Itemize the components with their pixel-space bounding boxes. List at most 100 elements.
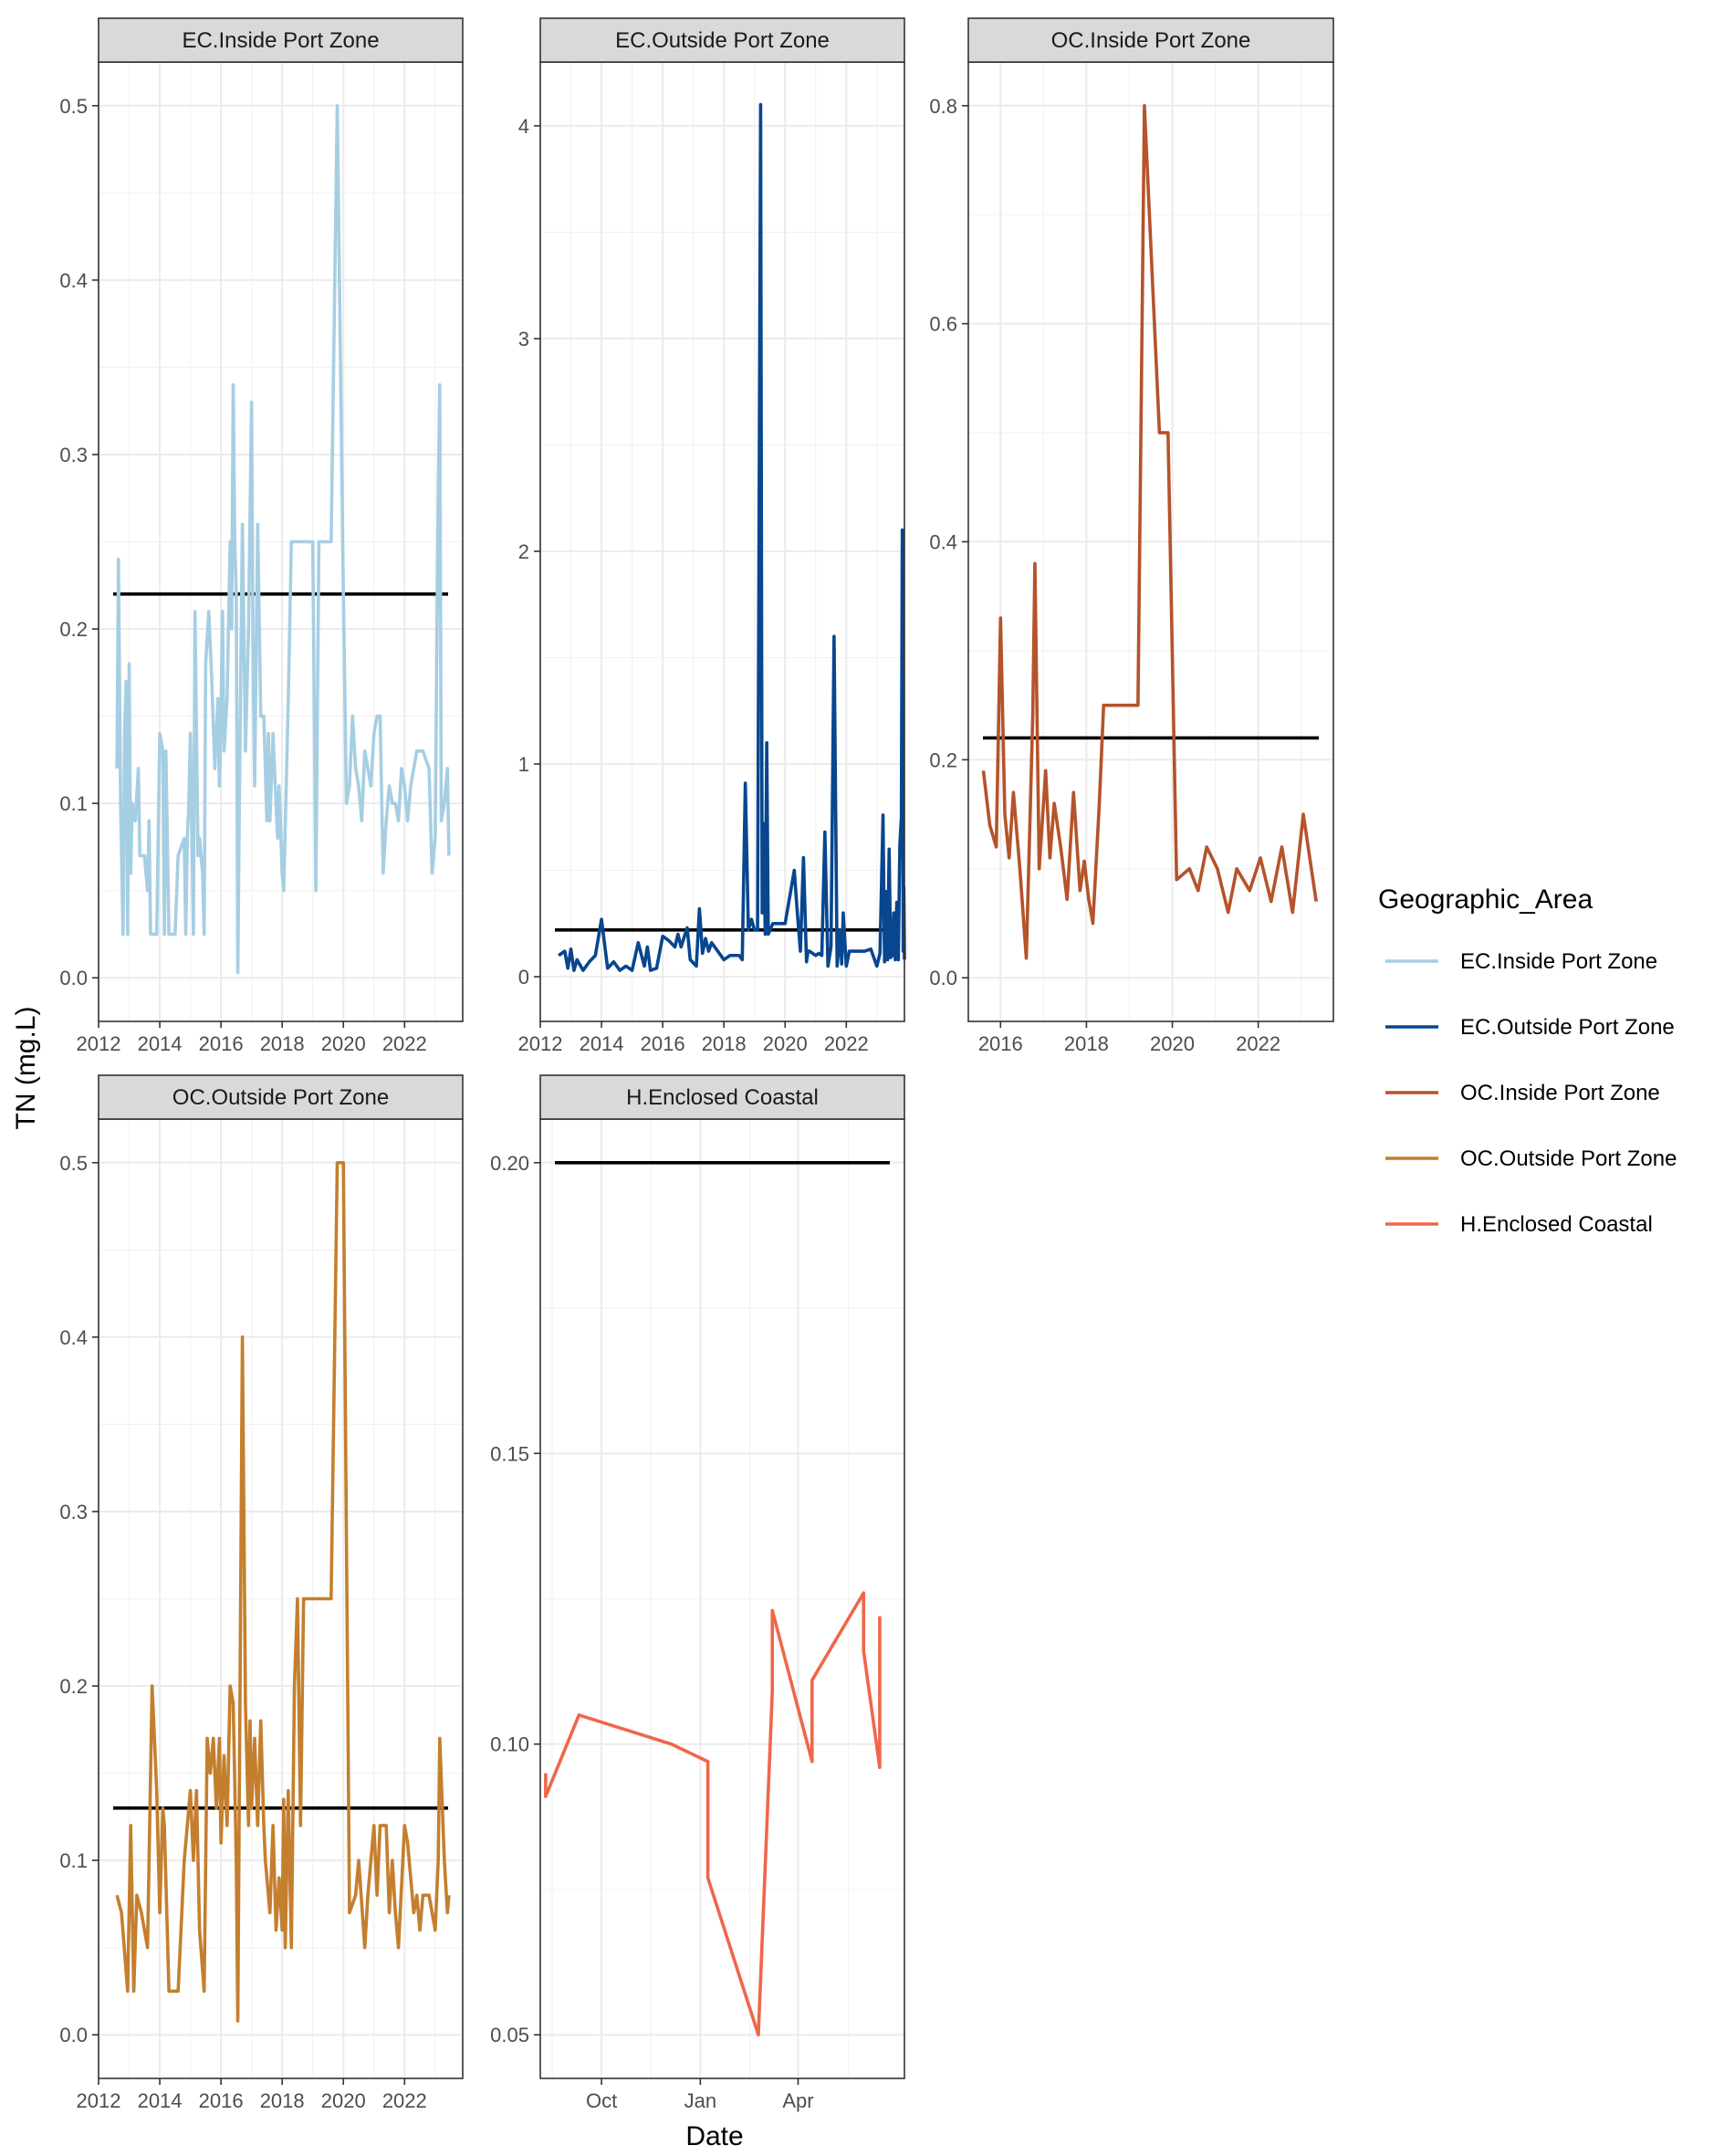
- y-axis: 0.0 0.2 0.4 0.6 0.8: [929, 95, 968, 989]
- series-line-oc-outside-port-zone: [115, 1160, 451, 2023]
- y-tick-label: 0: [518, 966, 529, 989]
- x-tick-label: 2012: [77, 2089, 121, 2112]
- series-line-ec-outside-port-zone: [558, 102, 906, 972]
- legend-item-h-enclosed-coastal: H.Enclosed Coastal: [1385, 1212, 1653, 1237]
- x-tick-label: 2020: [321, 2089, 366, 2112]
- y-tick-label: 1: [518, 753, 529, 776]
- y-axis: 0.0 0.1 0.2 0.3 0.4 0.5: [59, 1152, 99, 2046]
- x-tick-label: 2022: [824, 1032, 869, 1055]
- x-tick-label: 2018: [1064, 1032, 1109, 1055]
- facet-strip: H.Enclosed Coastal: [539, 1074, 905, 1120]
- x-axis: 2012 2014 2016 2018 2020 2022: [77, 1021, 427, 1055]
- x-tick-label: 2012: [77, 1032, 121, 1055]
- y-tick-label: 0.05: [490, 2024, 529, 2046]
- x-tick-label: 2016: [641, 1032, 685, 1055]
- panel-ec-inside-port-zone: EC.Inside Port Zone 0.0 0.1 0.2 0.3 0.4 0.5 201…: [59, 17, 464, 1055]
- legend-item-ec-inside-port-zone: EC.Inside Port Zone: [1385, 949, 1657, 974]
- y-tick-label: 0.2: [59, 1675, 88, 1698]
- series-line-h-enclosed-coastal: [544, 1591, 882, 2037]
- panel-oc-outside-port-zone: OC.Outside Port Zone 0.0 0.1 0.2 0.3 0.4 0.5 20…: [59, 1074, 464, 2112]
- facet-strip: OC.Outside Port Zone: [98, 1074, 464, 1120]
- x-tick-label: 2018: [260, 2089, 305, 2112]
- y-tick-label: 0.6: [929, 313, 957, 336]
- x-axis: 2016 2018 2020 2022: [978, 1021, 1280, 1055]
- x-tick-label: 2022: [1236, 1032, 1280, 1055]
- plot-background: [540, 62, 904, 1021]
- x-tick-label: 2020: [1150, 1032, 1195, 1055]
- x-tick-label: 2016: [978, 1032, 1023, 1055]
- x-tick-label: 2020: [763, 1032, 808, 1055]
- y-tick-label: 0.1: [59, 1849, 88, 1872]
- y-tick-label: 0.4: [59, 269, 88, 292]
- legend-label: EC.Inside Port Zone: [1460, 949, 1657, 974]
- x-tick-label: 2014: [138, 1032, 183, 1055]
- x-tick-label: Oct: [586, 2089, 617, 2112]
- legend: Geographic_Area EC.Inside Port Zone EC.Ou…: [1378, 884, 1677, 1237]
- x-axis: Oct Jan Apr: [586, 2078, 814, 2112]
- y-tick-label: 0.3: [59, 444, 88, 466]
- facet-panels: EC.Inside Port Zone0.00.10.20.30.40.5201…: [59, 17, 1334, 2112]
- y-tick-label: 0.10: [490, 1733, 529, 1756]
- x-tick-label: 2020: [321, 1032, 366, 1055]
- x-axis: 2012 2014 2016 2018 2020 2022: [77, 2078, 427, 2112]
- legend-item-ec-outside-port-zone: EC.Outside Port Zone: [1385, 1015, 1675, 1040]
- x-tick-label: 2014: [138, 2089, 183, 2112]
- y-axis: 0 1 2 3 4: [518, 115, 540, 989]
- legend-item-oc-inside-port-zone: OC.Inside Port Zone: [1385, 1081, 1660, 1105]
- y-tick-label: 0.0: [59, 967, 88, 989]
- y-tick-label: 0.20: [490, 1152, 529, 1175]
- facet-strip-label: OC.Outside Port Zone: [172, 1085, 389, 1110]
- y-tick-label: 0.4: [59, 1326, 88, 1349]
- facet-strip: OC.Inside Port Zone: [967, 17, 1334, 63]
- grid: [968, 62, 1333, 1021]
- y-tick-label: 4: [518, 115, 529, 138]
- facet-strip-label: EC.Inside Port Zone: [182, 28, 379, 53]
- y-axis: 0.05 0.10 0.15 0.20: [490, 1152, 540, 2046]
- legend-label: OC.Inside Port Zone: [1460, 1081, 1660, 1105]
- y-tick-label: 0.2: [59, 618, 88, 641]
- legend-title: Geographic_Area: [1378, 884, 1593, 915]
- x-tick-label: 2018: [260, 1032, 305, 1055]
- legend-label: EC.Outside Port Zone: [1460, 1015, 1675, 1040]
- series-line-ec-inside-port-zone: [115, 103, 451, 975]
- y-tick-label: 0.4: [929, 531, 957, 554]
- facet-strip-label: OC.Inside Port Zone: [1051, 28, 1251, 53]
- x-tick-label: 2016: [199, 2089, 244, 2112]
- x-tick-label: 2022: [382, 1032, 427, 1055]
- y-tick-label: 0.0: [59, 2024, 88, 2046]
- grid: [539, 62, 904, 1021]
- facet-strip-background: [98, 17, 464, 63]
- x-tick-label: 2016: [199, 1032, 244, 1055]
- y-axis: 0.0 0.1 0.2 0.3 0.4 0.5: [59, 95, 99, 989]
- y-tick-label: 0.5: [59, 95, 88, 118]
- legend-item-oc-outside-port-zone: OC.Outside Port Zone: [1385, 1146, 1677, 1171]
- facet-strip: EC.Inside Port Zone: [98, 17, 464, 63]
- facet-strip-label: H.Enclosed Coastal: [626, 1085, 819, 1110]
- y-tick-label: 0.3: [59, 1501, 88, 1523]
- y-tick-label: 2: [518, 540, 529, 563]
- x-tick-label: 2014: [580, 1032, 624, 1055]
- legend-label: OC.Outside Port Zone: [1460, 1146, 1677, 1171]
- legend-label: H.Enclosed Coastal: [1460, 1212, 1653, 1237]
- x-tick-label: Apr: [782, 2089, 813, 2112]
- facet-strip-background: [967, 17, 1334, 63]
- y-tick-label: 0.0: [929, 967, 957, 989]
- facet-strip: EC.Outside Port Zone: [539, 17, 905, 63]
- y-tick-label: 0.15: [490, 1442, 529, 1465]
- x-tick-label: 2018: [702, 1032, 747, 1055]
- facet-strip-background: [539, 17, 905, 63]
- y-tick-label: 0.1: [59, 792, 88, 815]
- x-axis: 2012 2014 2016 2018 2020 2022: [518, 1021, 869, 1055]
- facet-strip-background: [539, 1074, 905, 1120]
- y-tick-label: 0.5: [59, 1152, 88, 1175]
- facet-strip-background: [98, 1074, 464, 1120]
- y-axis-title: TN (mg.L): [11, 1007, 41, 1130]
- x-axis-title: Date: [685, 2121, 743, 2151]
- y-tick-label: 3: [518, 328, 529, 351]
- series-line-oc-inside-port-zone: [981, 103, 1318, 960]
- x-tick-label: Jan: [684, 2089, 716, 2112]
- x-tick-label: 2022: [382, 2089, 427, 2112]
